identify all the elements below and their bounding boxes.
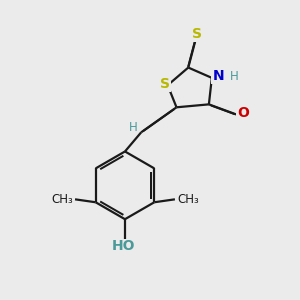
- Text: H: H: [230, 70, 239, 83]
- Text: N: N: [212, 68, 224, 83]
- Text: S: S: [192, 27, 202, 41]
- Text: HO: HO: [112, 239, 135, 253]
- Text: CH₃: CH₃: [51, 193, 73, 206]
- Text: H: H: [128, 121, 137, 134]
- Text: S: S: [160, 77, 170, 91]
- Text: O: O: [237, 106, 249, 120]
- Text: CH₃: CH₃: [177, 193, 199, 206]
